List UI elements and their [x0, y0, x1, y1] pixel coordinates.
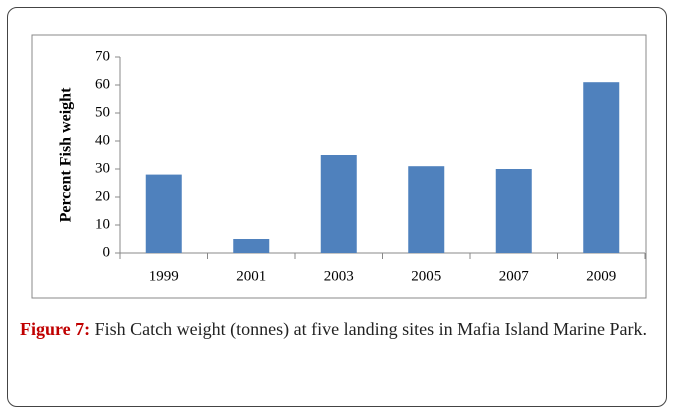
chart-border [31, 34, 647, 299]
y-axis-label: Percent Fish weight [58, 87, 75, 222]
figure-frame [7, 7, 667, 407]
bar [233, 239, 270, 253]
x-tick-label: 2009 [586, 268, 616, 284]
caption: Figure 7: Fish Catch weight (tonnes) at … [20, 316, 656, 342]
y-tick-label: 60 [95, 76, 110, 92]
x-tick-label: 1999 [149, 268, 179, 284]
x-tick-label: 2001 [236, 268, 266, 284]
bar [320, 155, 357, 253]
y-tick-label: 30 [95, 160, 110, 176]
bar [408, 166, 445, 253]
bar [495, 169, 532, 253]
bar [583, 82, 620, 253]
y-tick-label: 10 [95, 216, 110, 232]
y-tick-label: 70 [95, 48, 110, 64]
caption-text: Fish Catch weight (tonnes) at five landi… [94, 319, 648, 339]
y-tick-label: 50 [95, 104, 110, 120]
y-tick-label: 20 [95, 188, 110, 204]
y-tick-label: 0 [103, 244, 111, 260]
x-tick-label: 2005 [411, 268, 441, 284]
y-tick-label: 40 [95, 132, 110, 148]
x-tick-label: 2003 [324, 268, 354, 284]
caption-label: Figure 7: [20, 319, 91, 339]
bar [145, 174, 182, 253]
chart: Percent Fish weight 0 10 20 30 40 50 60 70 1999 2… [31, 34, 647, 299]
x-tick-label: 2007 [499, 268, 530, 284]
